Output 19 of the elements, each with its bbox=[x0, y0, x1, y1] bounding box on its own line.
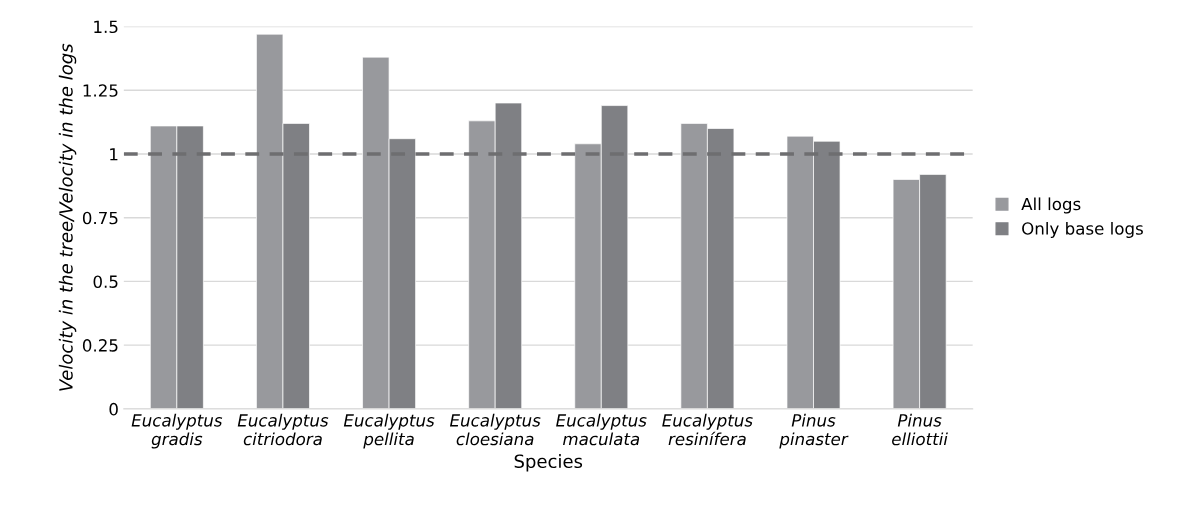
y-tick-label: 1 bbox=[110, 148, 118, 161]
legend-label: Only base logs bbox=[1022, 221, 1143, 239]
x-tick-label: Eucalyptus cloesiana bbox=[449, 413, 541, 446]
y-tick-label: 0.5 bbox=[93, 275, 118, 288]
x-axis-title: Species bbox=[514, 454, 583, 472]
y-tick-label: 0.25 bbox=[82, 339, 118, 352]
y-tick-label: 0.75 bbox=[82, 211, 118, 225]
y-axis-title: Velocity in the tree/Velocity in the logs bbox=[58, 43, 77, 391]
y-tick-label: 0 bbox=[109, 402, 118, 416]
x-tick-label: Pinus elliottii bbox=[892, 413, 948, 446]
x-tick-label: Eucalyptus citriodora bbox=[237, 413, 329, 446]
legend-label: All logs bbox=[1021, 197, 1081, 214]
x-tick-label: Eucalyptus resinífera bbox=[662, 413, 753, 446]
x-tick-label: Eucalyptus pellita bbox=[343, 413, 435, 449]
x-tick-label: Eucalyptus gradis bbox=[131, 413, 223, 449]
x-tick-label: Pinus pinaster bbox=[779, 413, 849, 449]
x-tick-label: Eucalyptus maculata bbox=[556, 413, 647, 446]
y-tick-label: 1.5 bbox=[94, 20, 118, 34]
y-tick-label: 1.25 bbox=[83, 84, 118, 97]
